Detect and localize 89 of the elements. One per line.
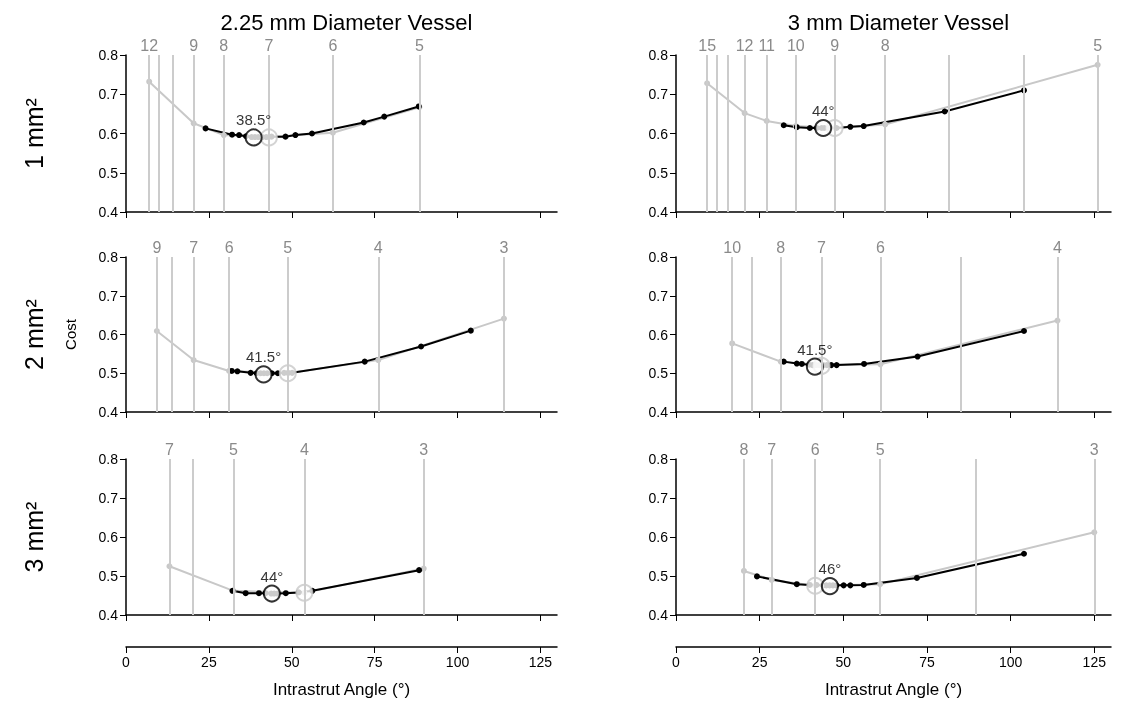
text: 12 <box>735 36 754 54</box>
annotation: 41.5° <box>245 348 282 366</box>
text: 15 <box>698 36 717 54</box>
text: 9 <box>152 238 162 256</box>
annotation: 44° <box>811 101 835 119</box>
text: 10 <box>786 36 805 54</box>
text: 4 <box>373 238 383 256</box>
y-tick-label: 0.6 <box>648 125 669 142</box>
y-tick-label: 0.7 <box>648 86 669 103</box>
y-tick-label: 0.4 <box>98 204 119 220</box>
x-tick-label: 100 <box>445 654 470 670</box>
x-tick-label: 25 <box>751 654 768 670</box>
y-tick-label: 0.7 <box>648 490 669 506</box>
y-tick-label: 0.8 <box>98 451 119 467</box>
text: 11 <box>758 36 776 54</box>
y-tick-label: 0.5 <box>98 568 119 584</box>
text: 6 <box>810 440 820 458</box>
y-tick-label: 0.6 <box>648 529 669 545</box>
x-tick-label: 100 <box>998 654 1023 670</box>
y-tick-label: 0.4 <box>98 404 119 420</box>
y-tick-label: 0.5 <box>98 365 119 382</box>
y-tick-label: 0.4 <box>648 404 669 420</box>
text: 8 <box>880 36 890 54</box>
y-tick-label: 0.7 <box>98 490 119 506</box>
text: 8 <box>219 36 229 54</box>
x-axis-title: Intrastrut Angle (°) <box>272 680 411 699</box>
text: 7 <box>817 238 827 256</box>
text: 7 <box>767 440 777 458</box>
y-tick-label: 0.8 <box>98 249 119 265</box>
text: 3 <box>1089 440 1099 458</box>
x-tick-label: 75 <box>366 654 383 670</box>
text: 5 <box>414 36 424 54</box>
y-tick-label: 0.5 <box>648 568 669 584</box>
x-tick-label: 125 <box>1082 654 1107 670</box>
text: 3 <box>499 238 509 256</box>
annotation: 46° <box>818 560 842 578</box>
y-tick-label: 0.5 <box>648 365 669 382</box>
y-tick-label: 0.7 <box>98 86 119 103</box>
text: 4 <box>299 440 309 458</box>
text: 3 <box>419 440 429 458</box>
y-tick-label: 0.6 <box>98 326 119 343</box>
text: 6 <box>328 36 338 54</box>
x-tick-label: 25 <box>201 654 217 670</box>
y-tick-label: 0.4 <box>648 204 669 220</box>
text: 12 <box>140 36 159 54</box>
text: 4 <box>1053 238 1063 256</box>
annotation: 38.5° <box>236 111 272 129</box>
chart-title: 2.25 mm Diameter Vessel <box>220 9 473 35</box>
text: 1 mm² <box>20 98 48 169</box>
x-tick-label: 0 <box>122 654 131 670</box>
y-axis-title: Cost <box>62 318 79 350</box>
y-tick-label: 0.5 <box>648 164 669 181</box>
x-tick-label: 50 <box>835 654 852 670</box>
x-tick-label: 50 <box>283 654 300 670</box>
text: 9 <box>189 36 199 54</box>
y-tick-label: 0.6 <box>98 125 119 142</box>
text: 10 <box>723 238 742 256</box>
text: 8 <box>739 440 749 458</box>
y-tick-label: 0.8 <box>648 47 669 63</box>
chart-title: 3 mm Diameter Vessel <box>787 9 1010 35</box>
text: 3 mm² <box>20 501 48 573</box>
x-tick-label: 75 <box>919 654 935 670</box>
x-tick-label: 0 <box>672 654 681 670</box>
y-tick-label: 0.6 <box>648 326 669 343</box>
y-tick-label: 0.8 <box>648 249 669 265</box>
text: 5 <box>875 440 885 458</box>
x-axis-title: Intrastrut Angle (°) <box>824 680 963 699</box>
text: 6 <box>224 238 234 256</box>
x-tick-label: 125 <box>528 654 553 670</box>
y-tick-label: 0.8 <box>98 47 119 63</box>
annotation: 41.5° <box>797 340 833 358</box>
text: 9 <box>830 36 840 54</box>
y-tick-label: 0.4 <box>98 607 119 623</box>
text: 5 <box>283 238 293 256</box>
text: 7 <box>264 36 274 54</box>
text: 6 <box>876 238 885 256</box>
text: 7 <box>164 440 174 458</box>
y-tick-label: 0.6 <box>98 529 119 545</box>
text: 2 mm² <box>20 299 48 370</box>
annotation: 44° <box>260 567 284 585</box>
y-tick-label: 0.4 <box>648 607 669 623</box>
y-tick-label: 0.7 <box>98 287 119 304</box>
y-tick-label: 0.8 <box>648 451 669 467</box>
y-tick-label: 0.7 <box>648 287 669 304</box>
text: 8 <box>776 238 786 256</box>
text: 7 <box>189 238 199 256</box>
text: 5 <box>1093 36 1103 54</box>
text: 5 <box>228 440 238 458</box>
y-tick-label: 0.5 <box>98 164 119 181</box>
